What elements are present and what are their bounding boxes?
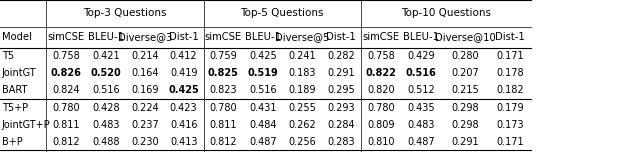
Text: 0.178: 0.178 (496, 68, 524, 78)
Text: 0.811: 0.811 (210, 120, 237, 130)
Text: 0.488: 0.488 (92, 137, 120, 147)
Text: 0.826: 0.826 (51, 68, 81, 78)
Text: 0.512: 0.512 (407, 85, 435, 95)
Text: 0.759: 0.759 (209, 51, 237, 61)
Text: 0.484: 0.484 (250, 120, 277, 130)
Text: 0.419: 0.419 (170, 68, 197, 78)
Text: 0.255: 0.255 (289, 103, 316, 113)
Text: 0.780: 0.780 (52, 103, 80, 113)
Text: 0.283: 0.283 (327, 137, 355, 147)
Text: Dist-1: Dist-1 (169, 32, 198, 42)
Text: 0.516: 0.516 (406, 68, 436, 78)
Text: 0.780: 0.780 (209, 103, 237, 113)
Text: 0.171: 0.171 (496, 51, 524, 61)
Text: simCSE: simCSE (205, 32, 242, 42)
Text: Top-10 Questions: Top-10 Questions (401, 8, 491, 18)
Text: 0.822: 0.822 (365, 68, 396, 78)
Text: Dist-1: Dist-1 (495, 32, 525, 42)
Text: Top-3 Questions: Top-3 Questions (83, 8, 166, 18)
Text: 0.435: 0.435 (407, 103, 435, 113)
Text: 0.820: 0.820 (367, 85, 395, 95)
Text: 0.425: 0.425 (250, 51, 277, 61)
Text: Diverse@10: Diverse@10 (435, 32, 495, 42)
Text: 0.423: 0.423 (170, 103, 198, 113)
Text: BART: BART (2, 85, 28, 95)
Text: 0.295: 0.295 (327, 85, 355, 95)
Text: T5+P: T5+P (2, 103, 28, 113)
Text: 0.413: 0.413 (170, 137, 197, 147)
Text: 0.173: 0.173 (496, 120, 524, 130)
Text: BLEU-1: BLEU-1 (403, 32, 439, 42)
Text: simCSE: simCSE (47, 32, 84, 42)
Text: 0.429: 0.429 (407, 51, 435, 61)
Text: 0.171: 0.171 (496, 137, 524, 147)
Text: 0.520: 0.520 (90, 68, 122, 78)
Text: 0.809: 0.809 (367, 120, 394, 130)
Text: 0.823: 0.823 (209, 85, 237, 95)
Text: 0.812: 0.812 (209, 137, 237, 147)
Text: 0.811: 0.811 (52, 120, 79, 130)
Text: Diverse@3: Diverse@3 (118, 32, 172, 42)
Text: 0.758: 0.758 (52, 51, 80, 61)
Text: 0.758: 0.758 (367, 51, 395, 61)
Text: 0.516: 0.516 (92, 85, 120, 95)
Text: 0.262: 0.262 (289, 120, 316, 130)
Text: BLEU-1: BLEU-1 (88, 32, 124, 42)
Text: 0.224: 0.224 (131, 103, 159, 113)
Text: 0.487: 0.487 (407, 137, 435, 147)
Text: Diverse@5: Diverse@5 (275, 32, 330, 42)
Text: 0.207: 0.207 (451, 68, 479, 78)
Text: 0.483: 0.483 (408, 120, 435, 130)
Text: 0.230: 0.230 (131, 137, 159, 147)
Text: 0.189: 0.189 (289, 85, 316, 95)
Text: 0.284: 0.284 (327, 120, 355, 130)
Text: Top-5 Questions: Top-5 Questions (241, 8, 324, 18)
Text: 0.179: 0.179 (496, 103, 524, 113)
Text: JointGT: JointGT (2, 68, 36, 78)
Text: 0.516: 0.516 (250, 85, 277, 95)
Text: Dist-1: Dist-1 (326, 32, 356, 42)
Text: 0.431: 0.431 (250, 103, 277, 113)
Text: 0.282: 0.282 (327, 51, 355, 61)
Text: 0.824: 0.824 (52, 85, 80, 95)
Text: 0.298: 0.298 (451, 103, 479, 113)
Text: 0.483: 0.483 (92, 120, 120, 130)
Text: 0.425: 0.425 (168, 85, 199, 95)
Text: 0.256: 0.256 (289, 137, 316, 147)
Text: 0.164: 0.164 (131, 68, 159, 78)
Text: 0.825: 0.825 (208, 68, 239, 78)
Text: B+P: B+P (2, 137, 22, 147)
Text: 0.812: 0.812 (52, 137, 80, 147)
Text: simCSE: simCSE (362, 32, 399, 42)
Text: 0.421: 0.421 (92, 51, 120, 61)
Text: 0.291: 0.291 (451, 137, 479, 147)
Text: 0.412: 0.412 (170, 51, 198, 61)
Text: Model: Model (2, 32, 32, 42)
Text: 0.487: 0.487 (250, 137, 277, 147)
Text: 0.214: 0.214 (131, 51, 159, 61)
Text: BLEU-1: BLEU-1 (245, 32, 282, 42)
Text: 0.182: 0.182 (496, 85, 524, 95)
Text: 0.428: 0.428 (92, 103, 120, 113)
Text: 0.183: 0.183 (289, 68, 316, 78)
Text: 0.519: 0.519 (248, 68, 279, 78)
Text: 0.293: 0.293 (327, 103, 355, 113)
Text: 0.298: 0.298 (451, 120, 479, 130)
Text: 0.416: 0.416 (170, 120, 197, 130)
Text: 0.237: 0.237 (131, 120, 159, 130)
Text: 0.280: 0.280 (451, 51, 479, 61)
Text: 0.291: 0.291 (327, 68, 355, 78)
Text: 0.780: 0.780 (367, 103, 395, 113)
Text: 0.215: 0.215 (451, 85, 479, 95)
Text: 0.169: 0.169 (131, 85, 159, 95)
Text: T5: T5 (2, 51, 14, 61)
Text: 0.241: 0.241 (289, 51, 316, 61)
Text: JointGT+P: JointGT+P (2, 120, 51, 130)
Text: 0.810: 0.810 (367, 137, 394, 147)
